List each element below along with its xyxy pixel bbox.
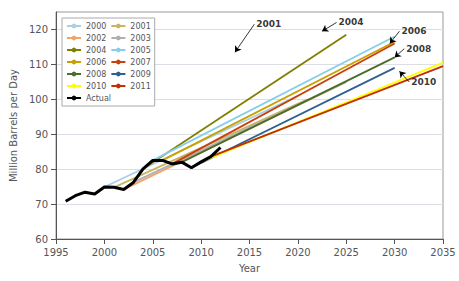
svg-text:2006: 2006 <box>86 58 106 67</box>
svg-text:2010: 2010 <box>411 77 436 87</box>
svg-text:2035: 2035 <box>430 247 455 258</box>
svg-text:2025: 2025 <box>334 247 359 258</box>
svg-text:2015: 2015 <box>237 247 262 258</box>
svg-text:2000: 2000 <box>86 22 106 31</box>
svg-text:2011: 2011 <box>130 82 150 91</box>
svg-text:100: 100 <box>29 94 48 105</box>
svg-text:2030: 2030 <box>382 247 407 258</box>
svg-text:1995: 1995 <box>43 247 68 258</box>
svg-text:2004: 2004 <box>86 46 106 55</box>
svg-text:2020: 2020 <box>285 247 310 258</box>
svg-text:2005: 2005 <box>130 46 150 55</box>
svg-text:2004: 2004 <box>339 17 364 27</box>
svg-text:2001: 2001 <box>130 22 150 31</box>
svg-text:110: 110 <box>29 59 48 70</box>
svg-text:70: 70 <box>35 199 48 210</box>
svg-text:80: 80 <box>35 164 48 175</box>
svg-text:2002: 2002 <box>86 34 106 43</box>
svg-text:2008: 2008 <box>86 70 106 79</box>
svg-text:2010: 2010 <box>188 247 213 258</box>
svg-text:2001: 2001 <box>256 19 281 29</box>
svg-text:2010: 2010 <box>86 82 106 91</box>
svg-text:2006: 2006 <box>401 26 426 36</box>
svg-text:90: 90 <box>35 129 48 140</box>
svg-text:120: 120 <box>29 24 48 35</box>
svg-text:2000: 2000 <box>92 247 117 258</box>
svg-text:2003: 2003 <box>130 34 150 43</box>
svg-text:Year: Year <box>238 263 261 274</box>
svg-text:Actual: Actual <box>86 94 111 103</box>
svg-text:2005: 2005 <box>140 247 165 258</box>
svg-text:2009: 2009 <box>130 70 150 79</box>
svg-text:2007: 2007 <box>130 58 150 67</box>
svg-text:2008: 2008 <box>406 44 431 54</box>
svg-text:Million Barrels per Day: Million Barrels per Day <box>8 69 19 182</box>
svg-text:60: 60 <box>35 234 48 245</box>
